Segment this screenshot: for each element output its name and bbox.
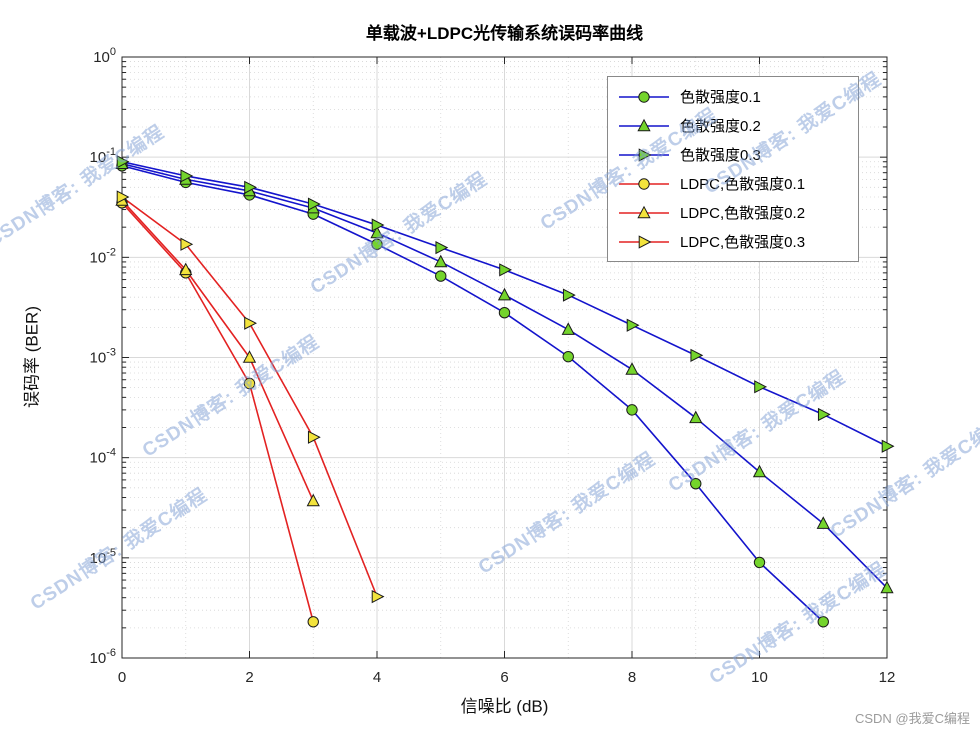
legend-item: 色散强度0.3: [616, 140, 858, 169]
legend-item: 色散强度0.2: [616, 111, 858, 140]
csdn-credit: CSDN @我爱C编程: [854, 711, 970, 726]
legend-sample: [619, 177, 669, 190]
legend-label: 色散强度0.3: [680, 147, 761, 164]
legend-label: 色散强度0.2: [680, 118, 761, 135]
legend-label: LDPC,色散强度0.2: [680, 205, 806, 222]
legend: 色散强度0.1 色散强度0.2 色散强度0.3 LDPC,色散强度0.1 LDPC,色散…: [607, 76, 859, 262]
legend-item: LDPC,色散强度0.3: [616, 227, 858, 256]
legend-label: 色散强度0.1: [680, 89, 761, 106]
legend-item: LDPC,色散强度0.2: [616, 198, 858, 227]
legend-label: LDPC,色散强度0.1: [680, 176, 806, 193]
y-tick-label: 10-2: [90, 246, 116, 266]
tick-labels: 0 2 4 6 8 10 12 100 10-1 10-2 10-3 10-4 10-5 10-6: [90, 46, 896, 686]
y-tick-label: 10-1: [90, 146, 116, 166]
chart-title: 单载波+LDPC光传输系统误码率曲线: [365, 24, 644, 43]
y-tick-label: 10-4: [90, 447, 116, 467]
axis-ticks: [121, 56, 888, 659]
x-tick-label: 2: [245, 669, 253, 686]
legend-sample: [619, 234, 669, 249]
legend-sample: [619, 90, 669, 103]
x-tick-label: 8: [628, 669, 636, 686]
x-tick-label: 10: [751, 669, 768, 686]
x-tick-label: 4: [373, 669, 381, 686]
legend-item: 色散强度0.1: [616, 82, 858, 111]
x-tick-label: 6: [500, 669, 508, 686]
y-axis-label: 误码率 (BER): [22, 306, 42, 408]
series-line: [121, 165, 824, 623]
legend-sample: [619, 118, 669, 131]
series-markers: [115, 155, 895, 628]
series-line: [121, 199, 314, 502]
legend-sample: [619, 147, 669, 162]
y-tick-label: 100: [93, 46, 116, 66]
x-tick-label: 0: [118, 669, 126, 686]
x-tick-label: 12: [879, 669, 896, 686]
y-tick-label: 10-3: [90, 347, 116, 367]
y-tick-label: 10-6: [90, 647, 116, 667]
legend-label: LDPC,色散强度0.3: [680, 234, 806, 251]
legend-sample: [619, 205, 669, 218]
y-tick-label: 10-5: [90, 547, 116, 567]
x-axis-label: 信噪比 (dB): [460, 697, 549, 716]
legend-item: LDPC,色散强度0.1: [616, 169, 858, 198]
series-line: [121, 202, 315, 622]
